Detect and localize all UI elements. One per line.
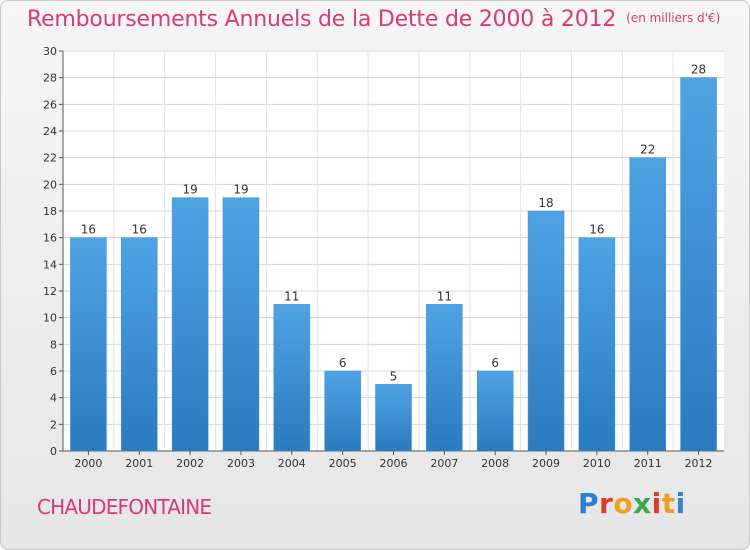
- y-tick-label: 26: [43, 98, 57, 111]
- bar: [70, 237, 107, 452]
- bar-value-label: 28: [691, 63, 706, 77]
- logo-letter: x: [633, 487, 652, 520]
- x-tick-label: 2011: [634, 457, 662, 470]
- bar: [426, 304, 463, 452]
- bar-value-label: 19: [233, 183, 248, 197]
- y-tick-label: 20: [43, 178, 57, 191]
- bar-value-label: 5: [390, 369, 398, 383]
- y-tick-label: 4: [50, 392, 57, 405]
- commune-name: CHAUDEFONTAINE: [37, 495, 212, 519]
- logo-letter: r: [599, 487, 614, 520]
- x-tick-label: 2009: [532, 457, 560, 470]
- bar-value-label: 16: [132, 223, 147, 237]
- y-tick-label: 16: [43, 232, 57, 245]
- bar: [273, 304, 311, 452]
- x-tick-label: 2010: [583, 457, 611, 470]
- bar-value-label: 6: [491, 356, 499, 370]
- x-tick-label: 2007: [430, 457, 458, 470]
- bar-value-label: 22: [640, 143, 655, 157]
- x-tick-label: 2003: [227, 457, 255, 470]
- proxiti-logo: Proxiti: [578, 487, 686, 520]
- logo-letter: o: [613, 487, 634, 520]
- y-tick-label: 12: [43, 285, 57, 298]
- y-tick-label: 10: [43, 312, 57, 325]
- logo-letter: i: [651, 487, 662, 520]
- bar-value-label: 11: [437, 289, 452, 303]
- bar: [629, 157, 666, 452]
- x-tick-label: 2005: [329, 457, 357, 470]
- bar-value-label: 18: [538, 196, 553, 210]
- y-tick-label: 18: [43, 205, 57, 218]
- y-tick-label: 24: [43, 125, 57, 138]
- bar: [222, 197, 260, 452]
- bar-value-label: 6: [339, 356, 347, 370]
- bar: [476, 370, 514, 452]
- y-tick-label: 0: [50, 445, 57, 458]
- y-tick-label: 2: [50, 418, 57, 431]
- x-tick-label: 2001: [125, 457, 153, 470]
- y-tick-label: 22: [43, 152, 57, 165]
- bar: [324, 370, 361, 452]
- logo-letter: i: [675, 487, 686, 520]
- y-tick-label: 30: [43, 45, 57, 58]
- bar-value-label: 11: [284, 289, 299, 303]
- x-tick-label: 2008: [481, 457, 509, 470]
- chart-title: Remboursements Annuels de la Dette de 20…: [27, 7, 617, 32]
- bar: [680, 77, 717, 452]
- bar-value-label: 16: [589, 223, 604, 237]
- x-tick-label: 2006: [380, 457, 408, 470]
- x-tick-label: 2012: [685, 457, 713, 470]
- chart-subtitle: (en milliers d'€): [626, 11, 721, 25]
- y-tick-label: 8: [50, 338, 57, 351]
- title-row: Remboursements Annuels de la Dette de 20…: [27, 7, 720, 32]
- y-tick-label: 28: [43, 72, 57, 85]
- bar-value-label: 16: [81, 223, 96, 237]
- logo-letter: P: [578, 487, 600, 520]
- bar-value-label: 19: [182, 183, 197, 197]
- x-tick-label: 2004: [278, 457, 306, 470]
- logo-letter: t: [661, 487, 676, 520]
- bar: [375, 384, 412, 452]
- y-tick-label: 6: [50, 365, 57, 378]
- bar: [171, 197, 209, 452]
- y-tick-label: 14: [43, 258, 57, 271]
- bar: [578, 237, 616, 452]
- x-tick-label: 2000: [74, 457, 102, 470]
- bar: [527, 210, 565, 452]
- x-tick-label: 2002: [176, 457, 204, 470]
- bar: [121, 237, 158, 452]
